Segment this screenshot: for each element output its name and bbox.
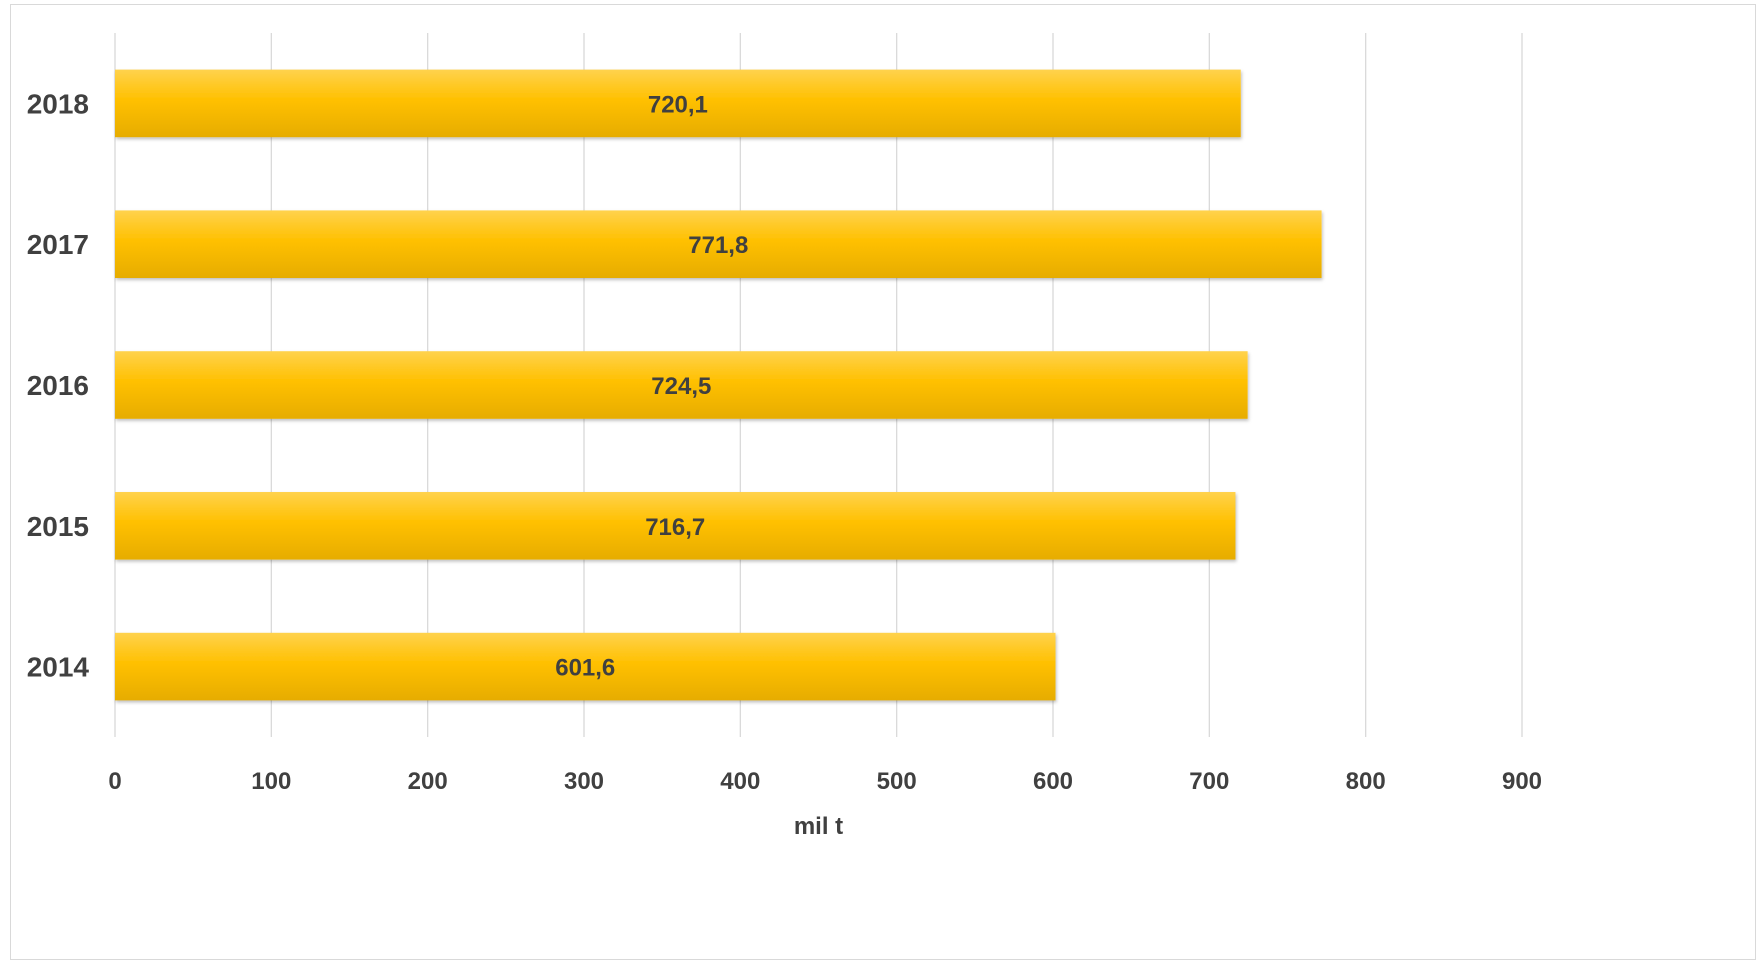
x-tick-label: 700 <box>1189 768 1229 795</box>
data-label-2017: 771,8 <box>688 232 748 259</box>
bar-2018 <box>115 69 1241 138</box>
x-tick-label: 200 <box>408 768 448 795</box>
bar-2015 <box>115 492 1236 560</box>
chart-frame: 601,6 716,7 724,5 771,8 720,1 2014 2015 2016 20… <box>10 4 1756 960</box>
x-tick-label: 600 <box>1033 768 1073 795</box>
x-tick-labels: 0 100 200 300 400 500 600 700 800 900 <box>108 768 1542 795</box>
category-labels: 2014 2015 2016 2017 2018 <box>27 88 90 682</box>
data-label-2016: 724,5 <box>651 373 711 400</box>
category-label-2017: 2017 <box>27 229 89 260</box>
x-tick-label: 300 <box>564 768 604 795</box>
x-tick-label: 900 <box>1502 768 1542 795</box>
bars: 601,6 716,7 724,5 771,8 720,1 <box>115 69 1322 701</box>
bar-2017 <box>115 210 1322 278</box>
category-label-2015: 2015 <box>27 511 89 542</box>
category-label-2018: 2018 <box>27 88 89 119</box>
data-label-2014: 601,6 <box>555 655 615 682</box>
x-axis-title: mil t <box>794 813 843 840</box>
x-tick-label: 800 <box>1346 768 1386 795</box>
bar-2014 <box>115 632 1056 701</box>
x-tick-label: 0 <box>108 768 121 795</box>
x-tick-label: 400 <box>720 768 760 795</box>
data-label-2018: 720,1 <box>648 91 708 118</box>
category-label-2014: 2014 <box>27 652 90 683</box>
x-tick-label: 500 <box>877 768 917 795</box>
x-tick-label: 100 <box>251 768 291 795</box>
data-label-2015: 716,7 <box>645 514 705 541</box>
category-label-2016: 2016 <box>27 370 89 401</box>
bar-2016 <box>115 351 1248 419</box>
